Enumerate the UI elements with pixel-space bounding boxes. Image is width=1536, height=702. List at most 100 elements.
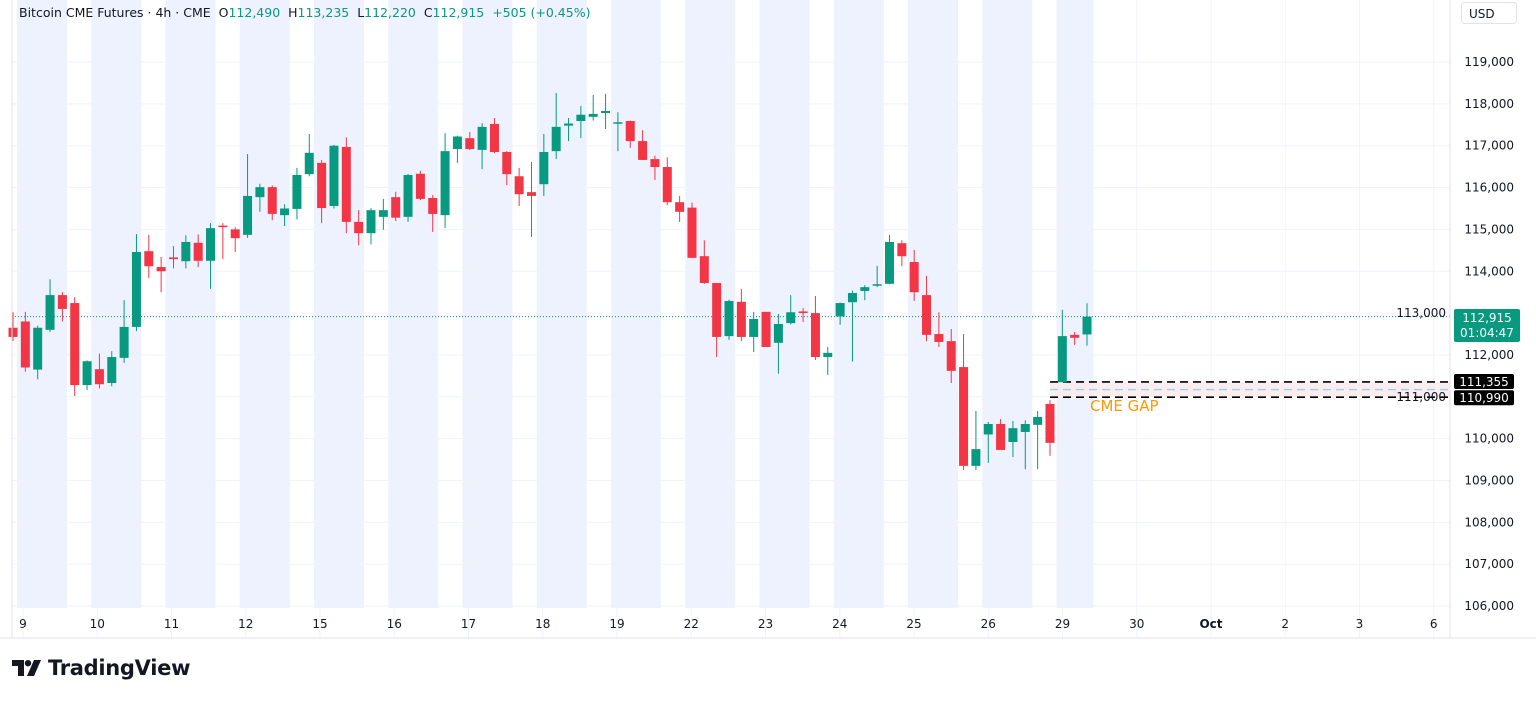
candle-body: [57, 295, 67, 309]
candle: [847, 290, 857, 362]
session-band: [536, 0, 587, 608]
candle-body: [786, 312, 796, 324]
candle-body: [366, 210, 376, 234]
candle-body: [1057, 336, 1067, 383]
candle: [280, 204, 290, 227]
candles: [8, 92, 1092, 471]
gap-upper-value: 111,355: [1459, 375, 1509, 389]
candle-body: [860, 287, 870, 291]
candle-body: [70, 303, 80, 386]
candle-body: [675, 202, 685, 212]
session-band: [759, 0, 810, 608]
candle-body: [736, 301, 746, 337]
candle-body: [872, 284, 882, 286]
symbol-legend[interactable]: Bitcoin CME Futures · 4h · CME O112,490 …: [19, 5, 590, 20]
time-axis[interactable]: 9 10 11 12 15 16 17 18 19 22 23 24 25 26 29 30 Oct 2 3 6: [19, 617, 1437, 631]
candle-body: [514, 176, 524, 195]
candle-body: [144, 251, 154, 267]
candle: [94, 353, 104, 389]
candle: [317, 159, 327, 224]
candle: [564, 118, 574, 142]
candle: [45, 279, 55, 332]
candle-body: [922, 295, 932, 335]
candle-body: [255, 187, 265, 198]
candle-body: [8, 327, 18, 337]
price-axis[interactable]: 106,000 107,000 108,000 109,000 110,000 111,0…: [1396, 55, 1514, 613]
candle-body: [206, 228, 216, 261]
open-value: 112,490: [228, 5, 281, 20]
candle: [872, 265, 882, 288]
x-tick-label: 30: [1129, 617, 1144, 631]
high-value: 113,235: [297, 5, 350, 20]
cme-gap-zone: CME GAP: [1050, 381, 1450, 415]
candle: [588, 95, 598, 121]
candle-body: [45, 295, 55, 330]
candle: [243, 154, 253, 238]
candle: [218, 223, 228, 260]
candle: [391, 191, 401, 222]
candle-body: [761, 311, 771, 347]
candle: [168, 246, 178, 269]
x-tick-label: 29: [1055, 617, 1070, 631]
candle: [341, 137, 351, 234]
candle-body: [687, 207, 697, 258]
candle-body: [292, 174, 302, 209]
candle-body: [564, 123, 574, 126]
candle: [292, 167, 302, 220]
candle: [773, 313, 783, 374]
candle: [959, 334, 969, 471]
candle: [452, 135, 462, 163]
y-tick-label: 118,000: [1464, 97, 1514, 111]
candle: [329, 144, 339, 209]
x-tick-label: 17: [461, 617, 476, 631]
candle-body: [502, 151, 512, 175]
candle: [181, 235, 191, 269]
candle: [687, 202, 697, 258]
candle-body: [465, 138, 475, 150]
candle: [428, 195, 438, 232]
candle-body: [909, 262, 919, 293]
candle: [144, 234, 154, 278]
tradingview-logo-icon: [12, 660, 41, 676]
candle-body: [724, 300, 734, 337]
y-tick-label: 107,000: [1464, 557, 1514, 571]
candle-body: [613, 122, 623, 124]
high-label: H: [288, 5, 298, 20]
candle-body: [354, 221, 364, 234]
candle: [1020, 420, 1030, 470]
x-tick-label: 25: [906, 617, 921, 631]
candle: [712, 282, 722, 358]
candle-body: [749, 318, 759, 337]
x-tick-label: 10: [90, 617, 105, 631]
candle-body: [428, 198, 438, 214]
candle-body: [1008, 428, 1018, 442]
tradingview-logo[interactable]: TradingView: [12, 656, 190, 680]
candle-body: [576, 114, 586, 122]
candle: [860, 285, 870, 301]
candle: [57, 292, 67, 322]
candle: [983, 421, 993, 463]
candle: [897, 240, 907, 267]
candle-body: [477, 126, 487, 150]
y-tick-label: 113,000: [1396, 306, 1446, 320]
currency-button[interactable]: USD: [1461, 2, 1517, 24]
candle: [366, 208, 376, 245]
x-tick-label: 23: [758, 617, 773, 631]
last-price-value: 112,915: [1462, 311, 1512, 325]
open-label: O: [218, 5, 229, 20]
candle: [613, 112, 623, 152]
brand-name: TradingView: [48, 656, 191, 680]
candle: [415, 170, 425, 201]
candle: [539, 133, 549, 196]
candle-body: [650, 159, 660, 168]
candle-body: [304, 152, 314, 175]
candle-body: [1033, 416, 1043, 425]
x-tick-label: 18: [535, 617, 550, 631]
candle: [107, 351, 117, 387]
x-tick-label: 9: [19, 617, 27, 631]
candle: [761, 311, 771, 347]
candle: [489, 118, 499, 154]
gap-upper-label: 111,355: [1454, 373, 1514, 389]
y-tick-label: 111,000: [1396, 390, 1446, 404]
